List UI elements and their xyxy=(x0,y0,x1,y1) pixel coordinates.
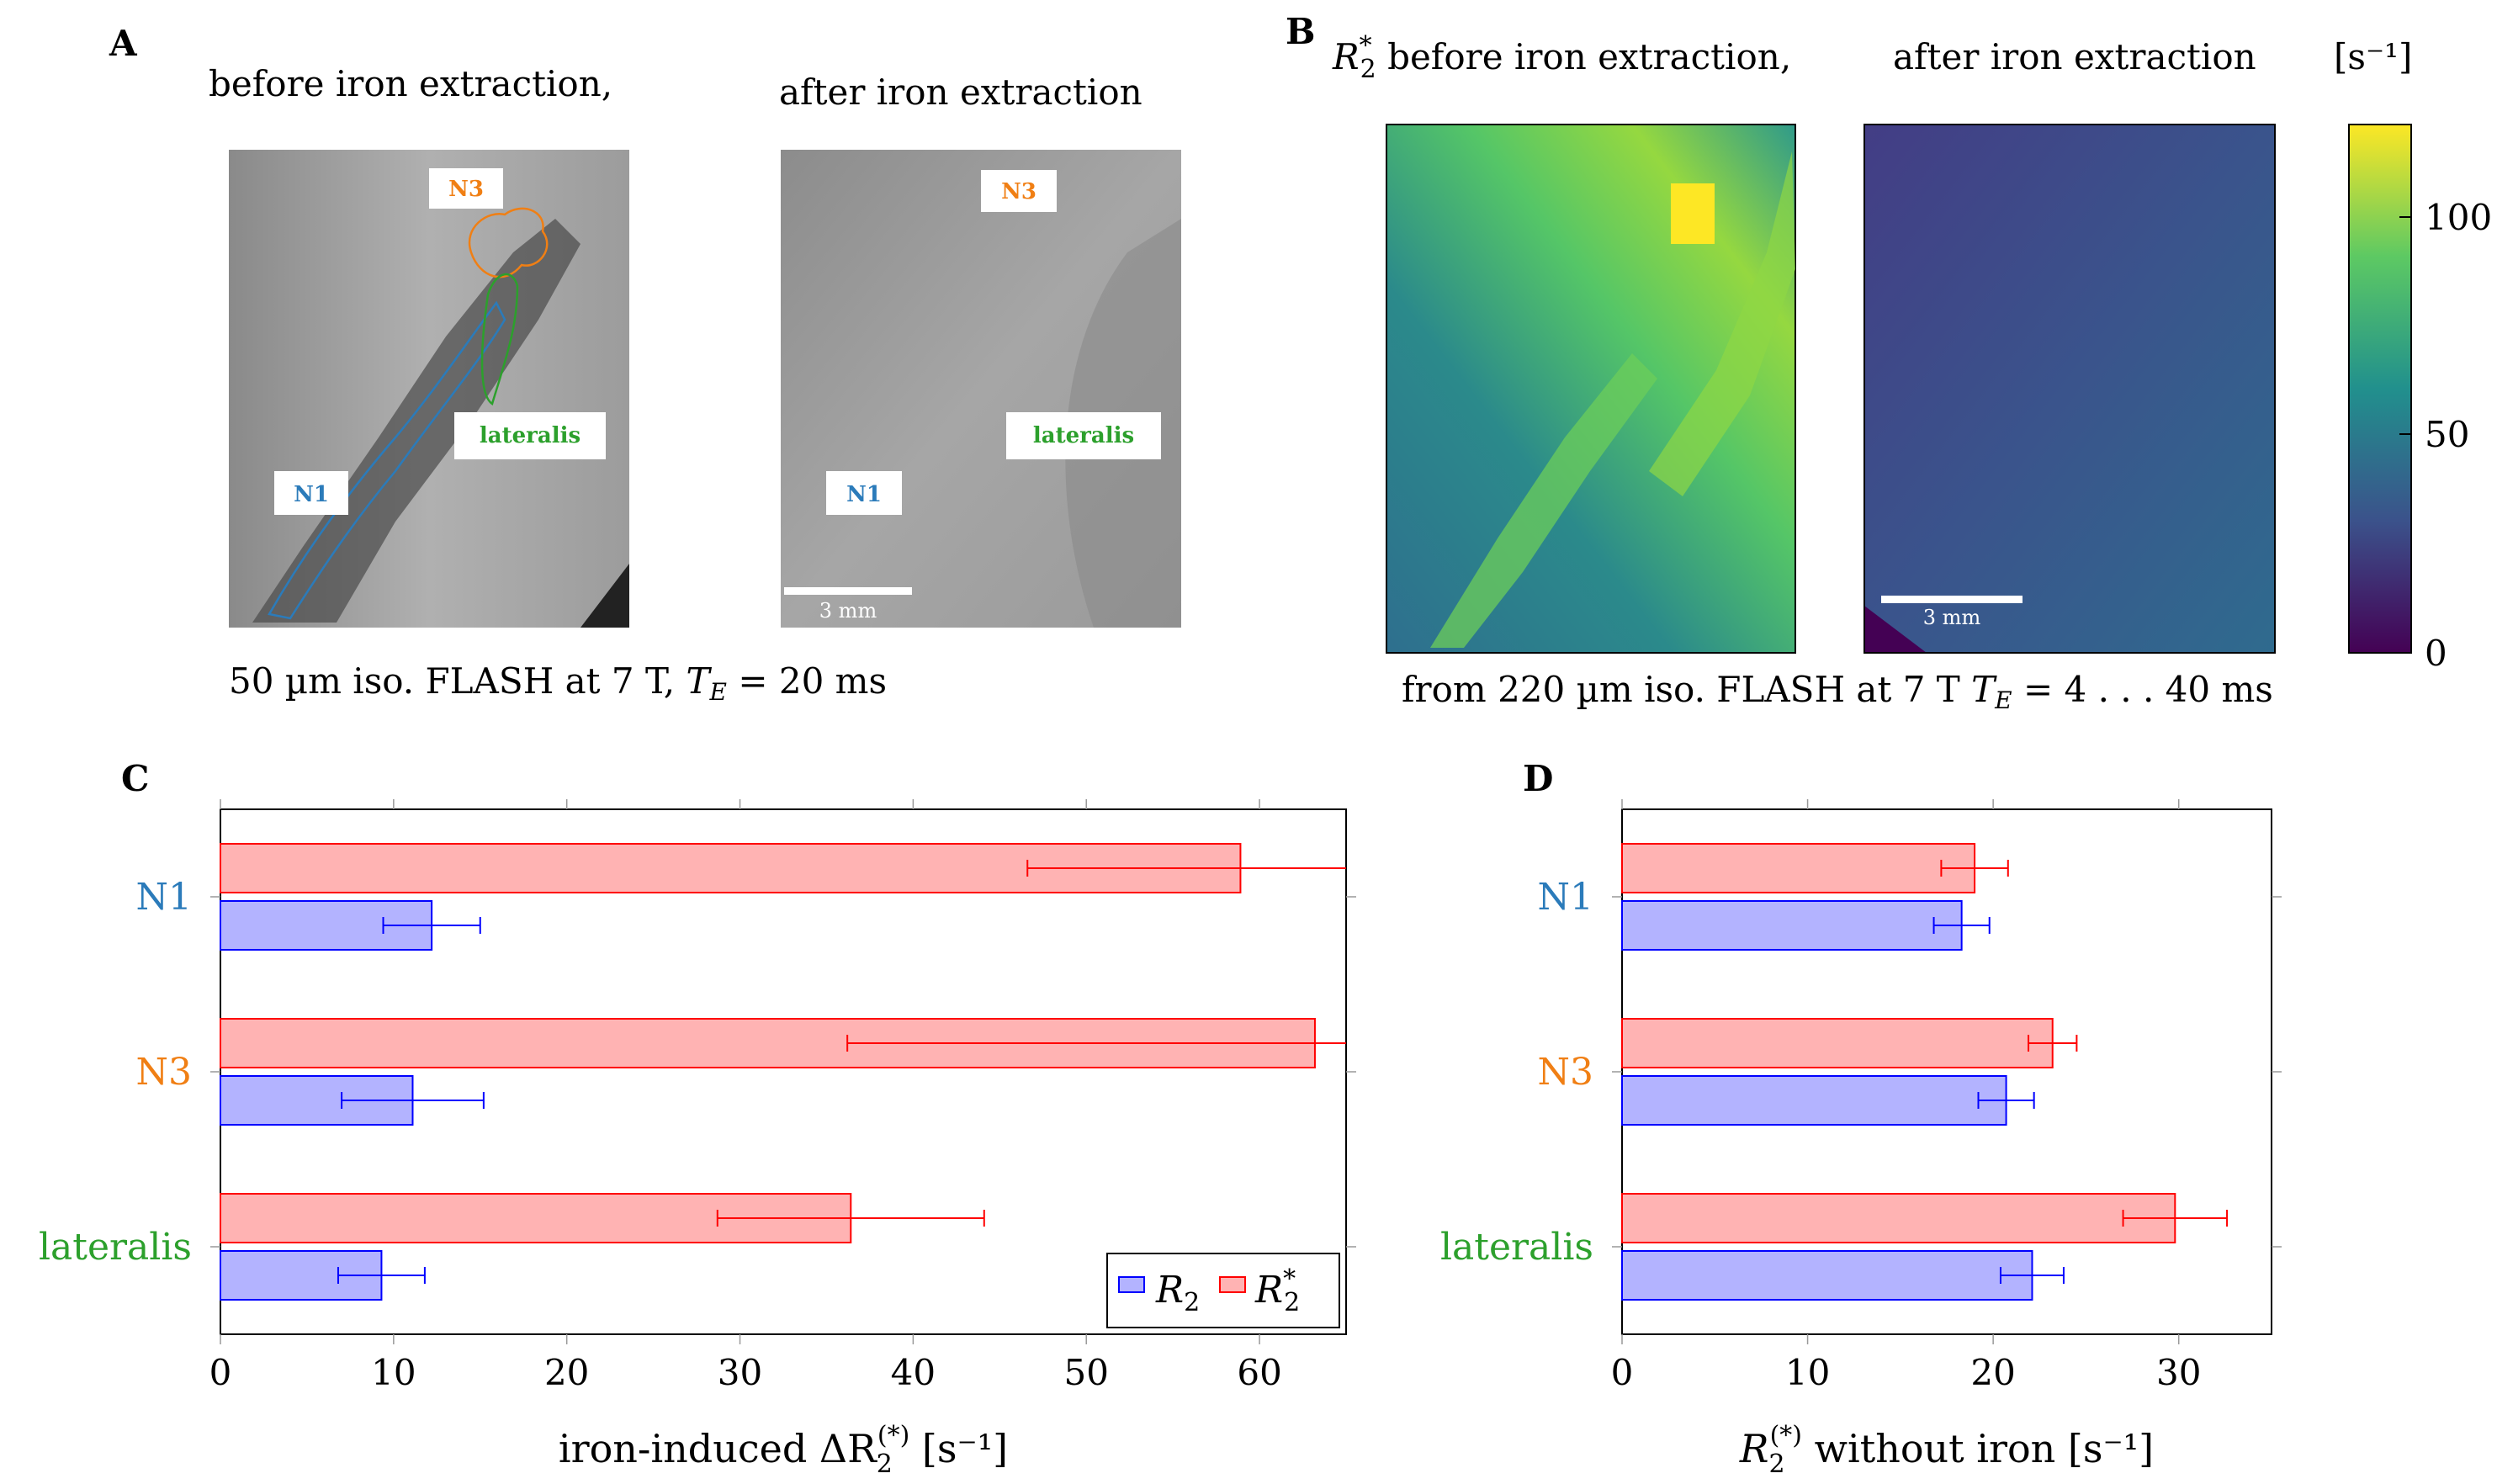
panel-a-title-before: before iron extraction, xyxy=(209,63,612,104)
panel-b-title-before: R* 2 before iron extraction, xyxy=(1332,31,1791,84)
x-tick-label: 40 xyxy=(891,1352,936,1393)
label-box-n1-after xyxy=(826,471,902,515)
category-label: N1 xyxy=(1538,876,1594,919)
x-tick-label: 0 xyxy=(209,1352,232,1393)
panel-b-caption: from 220 µm iso. FLASH at 7 T TE = 4 . .… xyxy=(1402,669,2273,714)
region-label-n1-after: N1 xyxy=(846,482,882,507)
x-tick-label: 10 xyxy=(1785,1352,1830,1393)
bar-r2s xyxy=(1621,843,1976,893)
chart-c: N1 N3 lateralis 0 10 20 30 40 50 60 iron-induced Δ… xyxy=(39,799,1356,1479)
r2s-map-after: 3 mm xyxy=(1863,124,2276,654)
bar-r2s xyxy=(1621,1193,2176,1243)
lateralis-outline xyxy=(480,273,519,405)
panel-letter-d: D xyxy=(1523,758,1553,799)
n3-outline xyxy=(468,207,549,278)
bar-r2 xyxy=(1621,900,1963,951)
x-tick-label: 20 xyxy=(544,1352,589,1393)
bar-r2s xyxy=(1621,1018,2054,1068)
category-label: lateralis xyxy=(39,1226,192,1269)
panel-c: C N1 N3 lateralis 0 10 20 30 40 50 60 iron-induced… xyxy=(39,758,1356,1479)
bar-r2 xyxy=(1621,1075,2007,1126)
x-tick-label: 0 xyxy=(1611,1352,1634,1393)
panel-b: B R* 2 before iron extraction, after iron… xyxy=(1286,11,2492,714)
legend-swatch-r2 xyxy=(1118,1276,1145,1293)
x-tick-label: 60 xyxy=(1237,1352,1281,1393)
category-label: lateralis xyxy=(1440,1226,1593,1269)
panel-letter-c: C xyxy=(121,758,149,799)
panel-b-title-after: after iron extraction xyxy=(1893,36,2256,77)
panel-a-caption: 50 µm iso. FLASH at 7 T, TE = 20 ms xyxy=(229,660,887,706)
panel-letter-a: A xyxy=(109,23,138,64)
x-tick-label: 20 xyxy=(1970,1352,2015,1393)
colorbar-tick-label: 0 xyxy=(2425,633,2447,674)
colorbar: 100 50 0 xyxy=(2348,124,2492,674)
x-axis-label: R2(*) without iron [s⁻¹] xyxy=(1739,1421,2154,1479)
region-label-lateralis: lateralis xyxy=(480,423,581,448)
panel-a-title-after: after iron extraction xyxy=(779,72,1142,113)
category-label: N1 xyxy=(136,876,193,919)
scalebar-a-label: 3 mm xyxy=(819,599,877,623)
region-label-n3-after: N3 xyxy=(1001,179,1036,204)
mri-after-image: N3 lateralis N1 3 mm xyxy=(781,150,1181,628)
region-label-n1: N1 xyxy=(294,482,329,507)
panel-letter-b: B xyxy=(1286,11,1316,52)
legend-label-r2: R2 xyxy=(1155,1269,1200,1317)
label-box-lateralis-after xyxy=(1006,412,1161,459)
region-label-lateralis-after: lateralis xyxy=(1033,423,1134,448)
label-box-lateralis xyxy=(454,412,606,459)
legend-swatch-r2s xyxy=(1219,1276,1246,1293)
panel-a: A before iron extraction, after iron ext… xyxy=(109,23,1181,706)
scalebar-b-label: 3 mm xyxy=(1923,606,1981,629)
colorbar-tick-label: 50 xyxy=(2425,414,2469,455)
scalebar-b xyxy=(1881,596,2023,603)
x-axis-label: iron-induced ΔR2(*) [s⁻¹] xyxy=(559,1421,1008,1479)
x-tick-label: 30 xyxy=(2156,1352,2201,1393)
category-label: N3 xyxy=(1538,1051,1594,1094)
x-tick-label: 30 xyxy=(718,1352,762,1393)
bar-r2 xyxy=(1621,1250,2033,1301)
x-tick-label: 50 xyxy=(1064,1352,1109,1393)
panel-b-unit: [s⁻¹] xyxy=(2334,36,2412,77)
mri-before-image: N3 lateralis N1 xyxy=(229,150,629,628)
label-box-n1 xyxy=(274,471,348,515)
region-label-n3: N3 xyxy=(448,177,484,202)
x-tick-label: 10 xyxy=(371,1352,416,1393)
colorbar-tick-label: 100 xyxy=(2425,197,2492,238)
label-box-n3 xyxy=(429,168,503,209)
legend-label-r2s: R* 2 xyxy=(1254,1264,1300,1317)
scalebar-a xyxy=(784,587,912,595)
r2s-map-before xyxy=(1386,124,1796,654)
label-box-n3-after xyxy=(981,170,1057,212)
category-label: N3 xyxy=(136,1051,193,1094)
